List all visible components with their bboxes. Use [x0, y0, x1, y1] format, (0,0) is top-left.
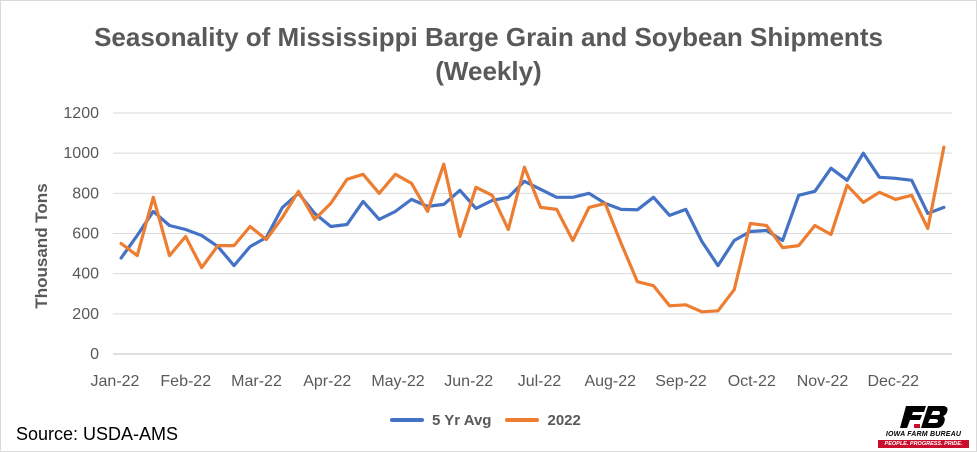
- y-tick-label: 600: [72, 226, 99, 243]
- x-axis-ticks: Jan-22 Feb-22 Mar-22 Apr-22 May-22 Jun-22 Jul-…: [91, 373, 920, 390]
- y-axis-ticks: 0 200 400 600 800 1000 1200: [63, 105, 99, 363]
- legend-swatch-2022: [505, 418, 540, 422]
- x-tick-label: Apr-22: [303, 373, 351, 390]
- y-tick-label: 400: [72, 266, 99, 283]
- legend-item-5yr-avg: 5 Yr Avg: [390, 412, 491, 429]
- series-lines: [119, 145, 946, 314]
- legend-item-2022: 2022: [505, 411, 581, 429]
- gridlines: [113, 112, 952, 355]
- logo-name: IOWA FARM BUREAU: [885, 431, 962, 438]
- fb-logo-mark-icon: [900, 406, 948, 428]
- x-tick-label: Dec-22: [867, 373, 919, 390]
- series-line-2022: [119, 145, 946, 314]
- legend-swatch-5yr-avg: [390, 418, 424, 422]
- source-note: Source: USDA-AMS: [16, 424, 179, 444]
- x-tick-label: Jun-22: [444, 373, 493, 390]
- y-tick-label: 0: [90, 346, 99, 363]
- x-tick-label: Mar-22: [231, 373, 282, 390]
- x-tick-label: Jan-22: [91, 373, 140, 390]
- legend-label-5yr-avg: 5 Yr Avg: [432, 411, 492, 429]
- x-tick-label: Feb-22: [160, 373, 211, 390]
- logo-tagline: PEOPLE. PROGRESS. PRIDE.: [878, 440, 969, 448]
- legend-label-2022: 2022: [547, 411, 581, 429]
- y-tick-label: 1200: [63, 105, 99, 122]
- y-tick-label: 1000: [63, 145, 99, 162]
- y-tick-label: 800: [72, 185, 99, 202]
- x-tick-label: Sep-22: [655, 373, 707, 390]
- iowa-farm-bureau-logo: IOWA FARM BUREAU PEOPLE. PROGRESS. PRIDE…: [876, 404, 971, 448]
- x-tick-label: Aug-22: [584, 373, 636, 390]
- series-line-5yr-avg: [119, 151, 946, 268]
- x-tick-label: Jul-22: [518, 373, 562, 390]
- chart-subtitle: (Weekly): [435, 56, 542, 86]
- x-tick-label: Nov-22: [797, 373, 849, 390]
- y-axis-label: Thousand Tons: [32, 183, 51, 308]
- x-tick-label: May-22: [371, 373, 424, 390]
- legend: 5 Yr Avg 2022: [390, 410, 581, 430]
- x-tick-label: Oct-22: [728, 373, 776, 390]
- chart-title: Seasonality of Mississippi Barge Grain a…: [94, 22, 883, 52]
- y-tick-label: 200: [72, 306, 99, 323]
